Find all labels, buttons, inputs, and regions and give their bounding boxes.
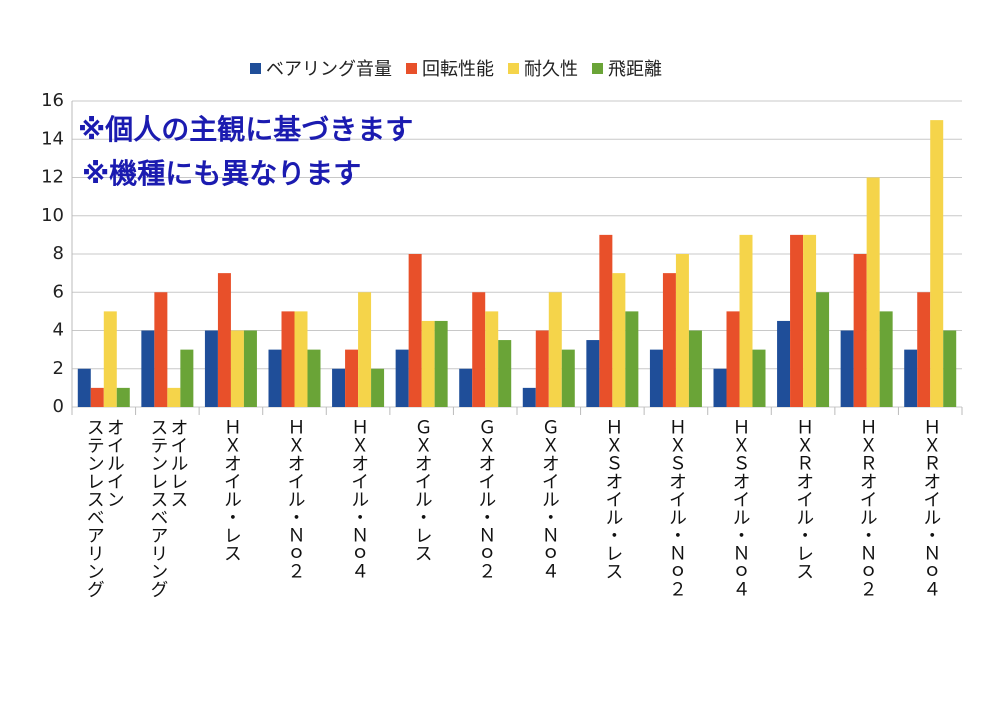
x-tick-label: ＨＸＳオイル・Ｎｏ２ bbox=[665, 418, 687, 598]
x-tick-label: ＨＸオイル・レス bbox=[220, 418, 242, 562]
y-tick-label: 4 bbox=[53, 320, 64, 341]
y-tick-label: 16 bbox=[41, 90, 64, 111]
bar bbox=[116, 387, 130, 407]
x-tick-label: ＨＸＳオイル・レス bbox=[602, 418, 624, 580]
bar bbox=[777, 320, 791, 407]
legend-swatch bbox=[592, 63, 603, 74]
bar bbox=[853, 254, 867, 407]
bar bbox=[434, 320, 448, 407]
bar bbox=[345, 349, 359, 407]
bar bbox=[332, 368, 346, 407]
legend-swatch bbox=[508, 63, 519, 74]
bar bbox=[625, 311, 639, 407]
bar bbox=[421, 320, 435, 407]
bar bbox=[103, 311, 117, 407]
bar bbox=[307, 349, 321, 407]
legend-label: ベアリング音量 bbox=[266, 59, 392, 80]
x-tick-label: ＨＸＲオイル・Ｎｏ４ bbox=[920, 418, 942, 598]
x-tick-label: ＨＸＲオイル・Ｎｏ２ bbox=[856, 418, 878, 598]
bar bbox=[217, 273, 231, 407]
bar bbox=[154, 292, 168, 407]
bar bbox=[294, 311, 308, 407]
annotation: ※機種にも異なります bbox=[82, 157, 361, 190]
x-tick-label: ＨＸオイル・Ｎｏ２ bbox=[284, 418, 306, 580]
bar bbox=[840, 330, 854, 407]
bar bbox=[358, 292, 372, 407]
bar bbox=[522, 387, 536, 407]
legend-label: 耐久性 bbox=[524, 59, 578, 80]
bar bbox=[790, 234, 804, 407]
bar bbox=[662, 273, 676, 407]
bar bbox=[726, 311, 740, 407]
bar bbox=[395, 349, 409, 407]
bar bbox=[204, 330, 218, 407]
bar bbox=[586, 340, 600, 407]
bar bbox=[498, 340, 512, 407]
legend-label: 回転性能 bbox=[422, 59, 494, 80]
legend-label: 飛距離 bbox=[608, 59, 662, 80]
bar bbox=[649, 349, 663, 407]
bar bbox=[930, 120, 944, 407]
bar bbox=[675, 254, 689, 407]
bar bbox=[535, 330, 549, 407]
bar bbox=[281, 311, 295, 407]
bar bbox=[688, 330, 702, 407]
bar bbox=[77, 368, 91, 407]
bar bbox=[167, 387, 181, 407]
x-tick-label: ＧＸオイル・Ｎｏ４ bbox=[538, 418, 560, 580]
bar bbox=[472, 292, 486, 407]
annotation: ※個人の主観に基づきます bbox=[78, 113, 413, 146]
bar bbox=[752, 349, 766, 407]
bar bbox=[943, 330, 957, 407]
y-tick-label: 14 bbox=[41, 128, 64, 149]
bar bbox=[268, 349, 282, 407]
bar bbox=[816, 292, 830, 407]
y-tick-label: 0 bbox=[53, 396, 64, 417]
x-tick-label: ＨＸオイル・Ｎｏ４ bbox=[348, 418, 370, 580]
bar bbox=[917, 292, 931, 407]
bar bbox=[485, 311, 499, 407]
bar bbox=[230, 330, 244, 407]
bar bbox=[803, 234, 817, 407]
x-tick-label: ＧＸオイル・レス bbox=[411, 418, 433, 562]
y-tick-label: 8 bbox=[53, 243, 64, 264]
y-tick-label: 12 bbox=[41, 167, 64, 188]
y-tick-label: 6 bbox=[53, 281, 64, 302]
x-tick-label: ＨＸＲオイル・レス bbox=[793, 418, 815, 580]
bar bbox=[879, 311, 893, 407]
x-tick-label: オイルイン ステンレスベアリング bbox=[83, 418, 125, 598]
bar bbox=[141, 330, 155, 407]
bar bbox=[459, 368, 473, 407]
bar bbox=[904, 349, 918, 407]
bar bbox=[561, 349, 575, 407]
bar bbox=[548, 292, 562, 407]
bar bbox=[599, 234, 613, 407]
y-tick-label: 10 bbox=[41, 205, 64, 226]
bar bbox=[739, 234, 753, 407]
bar bbox=[866, 177, 880, 407]
x-tick-label: ＧＸオイル・Ｎｏ２ bbox=[475, 418, 497, 580]
x-tick-label: オイルレス ステンレスベアリング bbox=[147, 418, 189, 598]
bar bbox=[713, 368, 727, 407]
bar bbox=[243, 330, 257, 407]
y-tick-label: 2 bbox=[53, 358, 64, 379]
legend-swatch bbox=[250, 63, 261, 74]
bar bbox=[612, 273, 626, 407]
bar bbox=[180, 349, 194, 407]
legend-swatch bbox=[406, 63, 417, 74]
bar bbox=[90, 387, 104, 407]
bar bbox=[371, 368, 385, 407]
x-tick-label: ＨＸＳオイル・Ｎｏ４ bbox=[729, 418, 751, 598]
bar bbox=[408, 254, 422, 407]
